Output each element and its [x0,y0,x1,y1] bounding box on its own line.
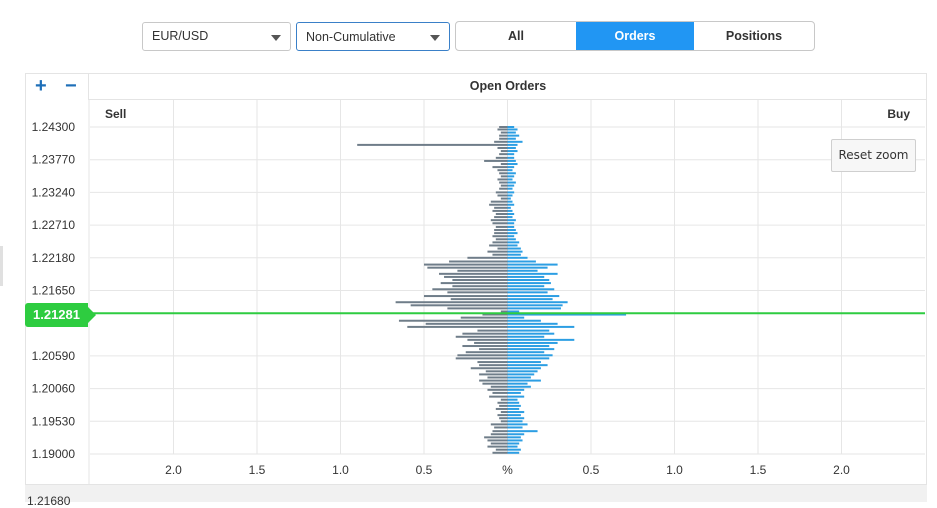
tab-all[interactable]: All [508,29,524,43]
sell-label: Sell [105,107,127,121]
mode-value: Non-Cumulative [306,30,396,44]
currency-pair-value: EUR/USD [152,29,209,43]
zoom-out-button[interactable]: − [65,75,77,97]
chart-title: Open Orders [89,73,927,100]
view-toggle: All Orders Positions [455,21,815,51]
footer-price: 1.21680 [27,494,71,508]
tab-positions[interactable]: Positions [725,29,783,43]
current-price-tag: 1.21281 [25,303,96,327]
footer-bar: 1.21680 [25,484,927,508]
buy-label: Buy [887,107,910,121]
orderbook-panel [25,73,927,502]
currency-pair-select[interactable]: EUR/USD [142,22,291,51]
side-handle [0,246,3,286]
chevron-down-icon [430,35,440,41]
reset-zoom-button[interactable]: Reset zoom [831,139,916,172]
zoom-controls: + − [25,73,89,100]
zoom-in-button[interactable]: + [35,75,47,97]
tab-orders[interactable]: Orders [576,22,694,50]
mode-select[interactable]: Non-Cumulative [296,22,450,51]
chevron-down-icon [271,35,281,41]
